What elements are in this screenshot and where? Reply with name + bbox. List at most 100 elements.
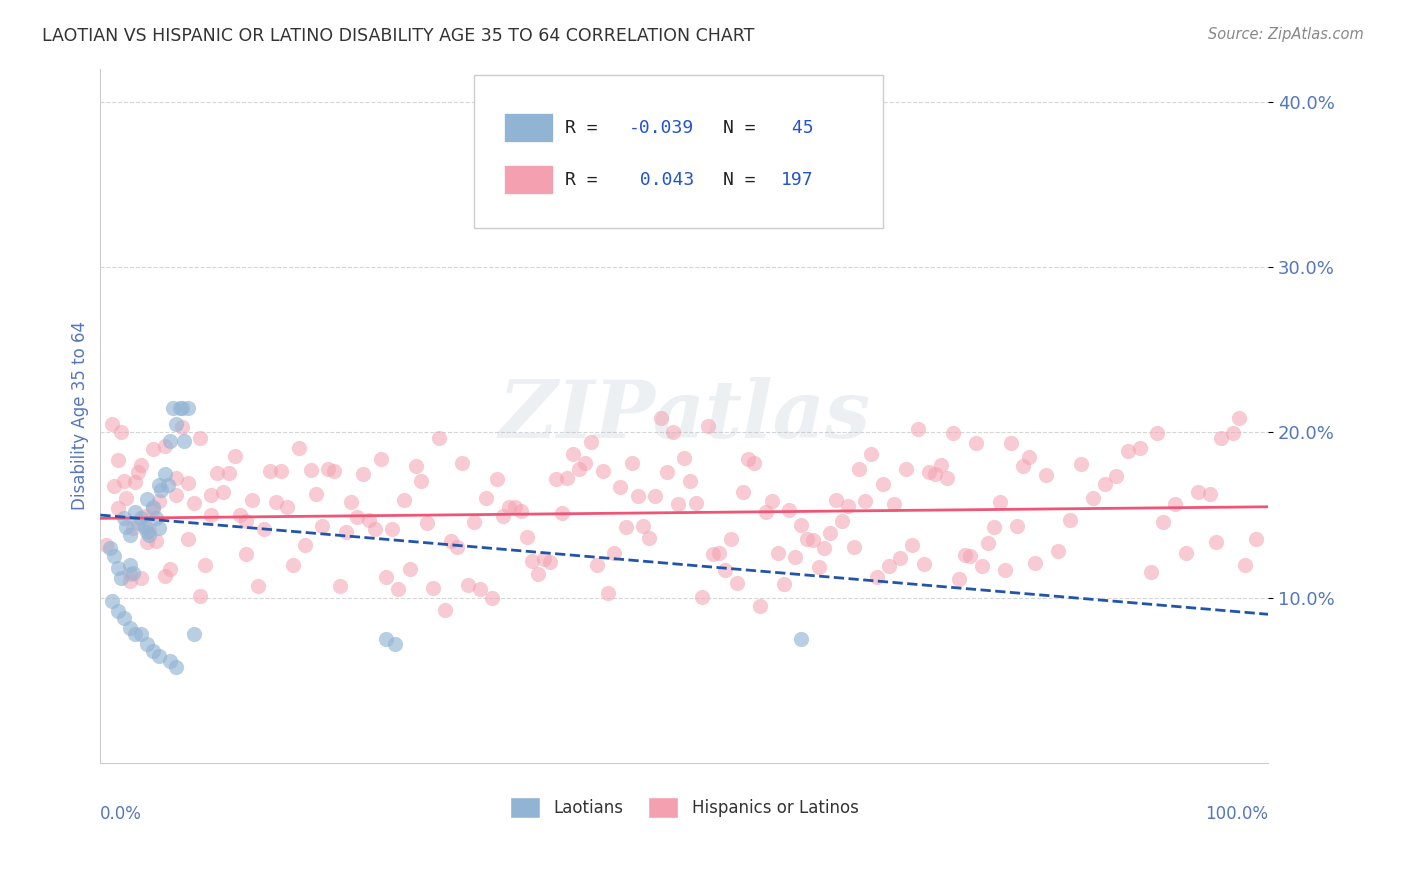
Text: 197: 197 <box>782 170 814 188</box>
Point <box>1046 544 1069 558</box>
Point <box>668 497 690 511</box>
Point <box>110 425 132 440</box>
Point <box>112 511 135 525</box>
Point <box>364 522 387 536</box>
Point <box>1222 425 1244 440</box>
Point <box>145 534 167 549</box>
Point <box>1164 497 1187 511</box>
Point <box>1070 457 1092 471</box>
Point <box>1246 532 1268 546</box>
Point <box>796 532 818 546</box>
Point <box>112 474 135 488</box>
Point <box>468 582 491 596</box>
Point <box>124 627 146 641</box>
Point <box>107 561 129 575</box>
Point <box>463 515 485 529</box>
Point <box>1227 411 1250 425</box>
Point <box>825 492 848 507</box>
Point <box>129 511 152 525</box>
Point <box>270 464 292 478</box>
Point <box>1129 441 1152 455</box>
Point <box>115 519 138 533</box>
Point <box>894 461 917 475</box>
Point <box>124 505 146 519</box>
Point <box>384 637 406 651</box>
Point <box>509 504 531 518</box>
Text: N =: N = <box>723 170 766 188</box>
Point <box>107 604 129 618</box>
Point <box>538 555 561 569</box>
Point <box>1187 485 1209 500</box>
Point <box>1094 476 1116 491</box>
Point <box>98 541 121 555</box>
Point <box>655 465 678 479</box>
Point <box>411 474 433 488</box>
Point <box>162 401 184 415</box>
Point <box>194 558 217 572</box>
Point <box>148 521 170 535</box>
Point <box>235 514 257 528</box>
Point <box>127 465 149 479</box>
Point <box>129 627 152 641</box>
Point <box>907 422 929 436</box>
Point <box>422 581 444 595</box>
Point <box>988 495 1011 509</box>
Point <box>148 648 170 663</box>
Point <box>381 522 404 536</box>
Text: LAOTIAN VS HISPANIC OR LATINO DISABILITY AGE 35 TO 64 CORRELATION CHART: LAOTIAN VS HISPANIC OR LATINO DISABILITY… <box>42 27 755 45</box>
Point <box>322 464 344 478</box>
Point <box>959 549 981 563</box>
Point <box>112 610 135 624</box>
Y-axis label: Disability Age 35 to 64: Disability Age 35 to 64 <box>72 321 89 510</box>
Point <box>1140 565 1163 579</box>
Point <box>527 567 550 582</box>
Point <box>744 456 766 470</box>
Point <box>761 494 783 508</box>
Point <box>165 660 187 674</box>
Point <box>860 447 883 461</box>
Point <box>427 431 450 445</box>
Point <box>159 654 181 668</box>
Point <box>124 475 146 489</box>
Point <box>340 495 363 509</box>
Point <box>346 510 368 524</box>
Point <box>702 547 724 561</box>
Point <box>492 509 515 524</box>
Point <box>311 519 333 533</box>
Point <box>1059 513 1081 527</box>
Text: 0.043: 0.043 <box>630 170 695 188</box>
Point <box>392 492 415 507</box>
Point <box>118 566 141 581</box>
Point <box>101 594 124 608</box>
Point <box>159 562 181 576</box>
Point <box>853 494 876 508</box>
Point <box>486 471 509 485</box>
Point <box>866 570 889 584</box>
Point <box>172 401 194 415</box>
Point <box>136 534 159 549</box>
Point <box>398 562 420 576</box>
Point <box>247 579 270 593</box>
Point <box>276 500 298 514</box>
Point <box>1175 546 1198 560</box>
Text: -0.039: -0.039 <box>630 119 695 136</box>
FancyBboxPatch shape <box>505 113 554 142</box>
Point <box>1146 426 1168 441</box>
Point <box>790 632 813 646</box>
Text: Source: ZipAtlas.com: Source: ZipAtlas.com <box>1208 27 1364 42</box>
Point <box>299 463 322 477</box>
Point <box>661 425 683 440</box>
Point <box>714 563 737 577</box>
Point <box>107 453 129 467</box>
Point <box>122 521 145 535</box>
Point <box>118 528 141 542</box>
Text: 0.0%: 0.0% <box>100 805 142 822</box>
Point <box>772 577 794 591</box>
Point <box>177 401 200 415</box>
Point <box>103 549 125 564</box>
Point <box>709 546 731 560</box>
Point <box>778 503 800 517</box>
Point <box>790 517 813 532</box>
Point <box>200 488 222 502</box>
Point <box>240 492 263 507</box>
